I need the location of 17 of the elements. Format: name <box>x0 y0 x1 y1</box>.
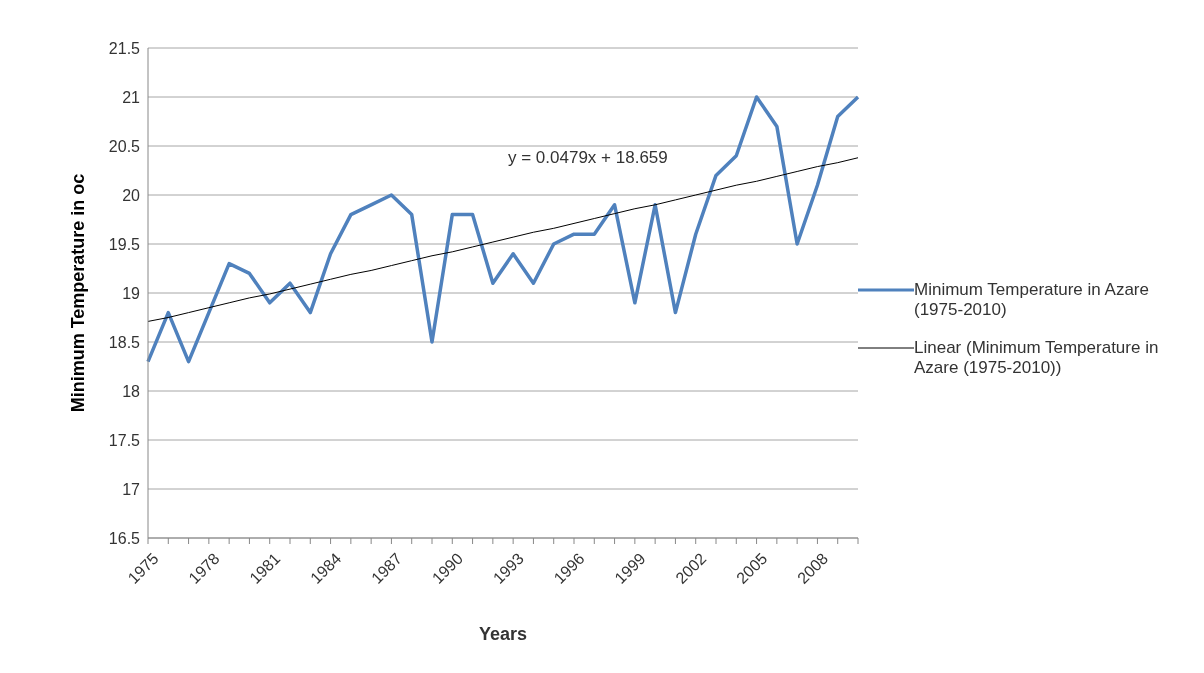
line-series <box>146 95 860 364</box>
y-tick-label: 16.5 <box>108 529 141 547</box>
y-tick-label: 17 <box>122 480 141 498</box>
y-tick-label: 19.5 <box>108 235 141 253</box>
y-tick-label: 21.5 <box>108 39 141 57</box>
legend-label: Linear (Minimum Temperature in Azare (1975-2010)) <box>914 338 1160 378</box>
y-tick-label: 19 <box>122 284 141 302</box>
y-tick-label: 20 <box>122 186 141 204</box>
legend-label: Minimum Temperature in Azare (1975-2010) <box>914 280 1150 320</box>
y-tick-label: 21 <box>122 88 141 106</box>
y-axis-title: Minimum Temperature in oc <box>68 173 89 413</box>
x-axis-title: Years <box>478 624 528 644</box>
y-tick-label: 18 <box>122 382 141 400</box>
y-tick-label: 20.5 <box>108 137 141 155</box>
annotation: y = 0.0479x + 18.659 <box>508 148 668 168</box>
y-tick-label: 17.5 <box>108 431 141 449</box>
y-tick-label: 18.5 <box>108 333 141 351</box>
